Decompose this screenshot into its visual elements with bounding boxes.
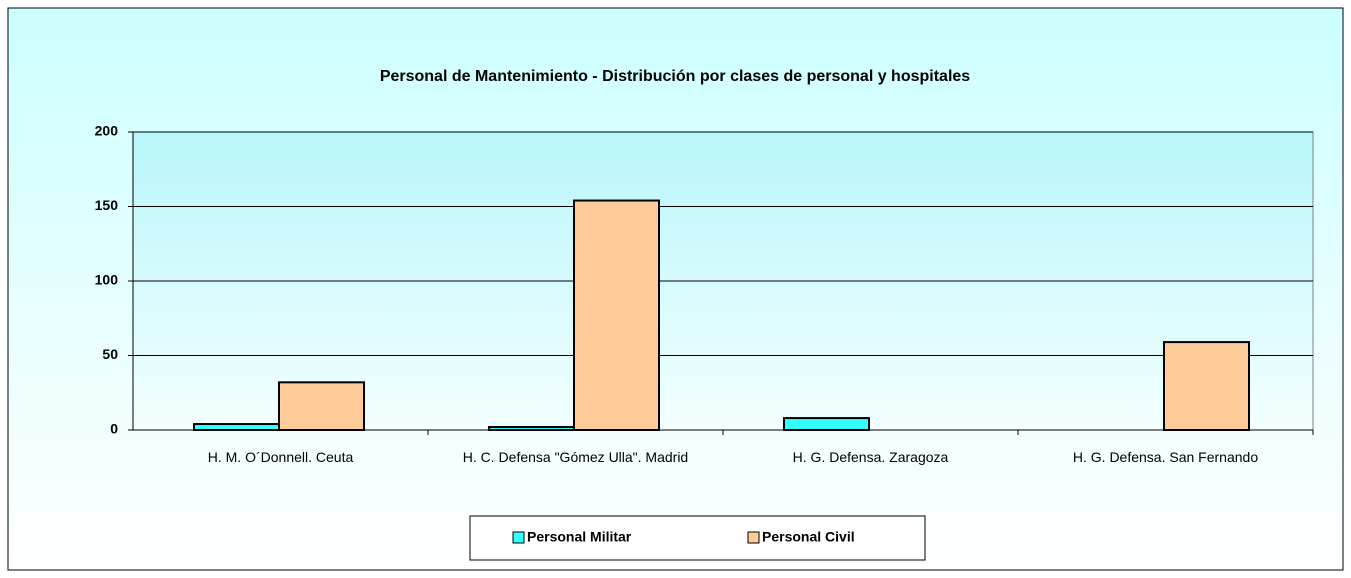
bar [783, 417, 870, 431]
chart-title: Personal de Mantenimiento - Distribución… [380, 68, 970, 85]
y-tick-label: 0 [110, 421, 118, 437]
legend-swatch [512, 531, 525, 544]
bar [278, 381, 365, 432]
bar [1163, 341, 1250, 431]
legend-label: Personal Militar [527, 529, 632, 545]
y-tick-label: 100 [95, 272, 119, 288]
x-tick-label: H. G. Defensa. Zaragoza [792, 449, 949, 465]
x-tick-label: H. M. O´Donnell. Ceuta [207, 449, 354, 465]
y-tick-label: 150 [95, 197, 119, 213]
legend-box [469, 515, 926, 561]
bar [193, 423, 280, 432]
y-tick-label: 200 [95, 123, 119, 139]
y-tick-label: 50 [102, 346, 118, 362]
legend-swatch [747, 531, 760, 544]
legend-label: Personal Civil [762, 529, 855, 545]
bar [573, 199, 660, 431]
x-tick-label: H. G. Defensa. San Fernando [1072, 449, 1259, 465]
x-tick-label: H. C. Defensa "Gómez Ulla". Madrid [462, 449, 689, 465]
